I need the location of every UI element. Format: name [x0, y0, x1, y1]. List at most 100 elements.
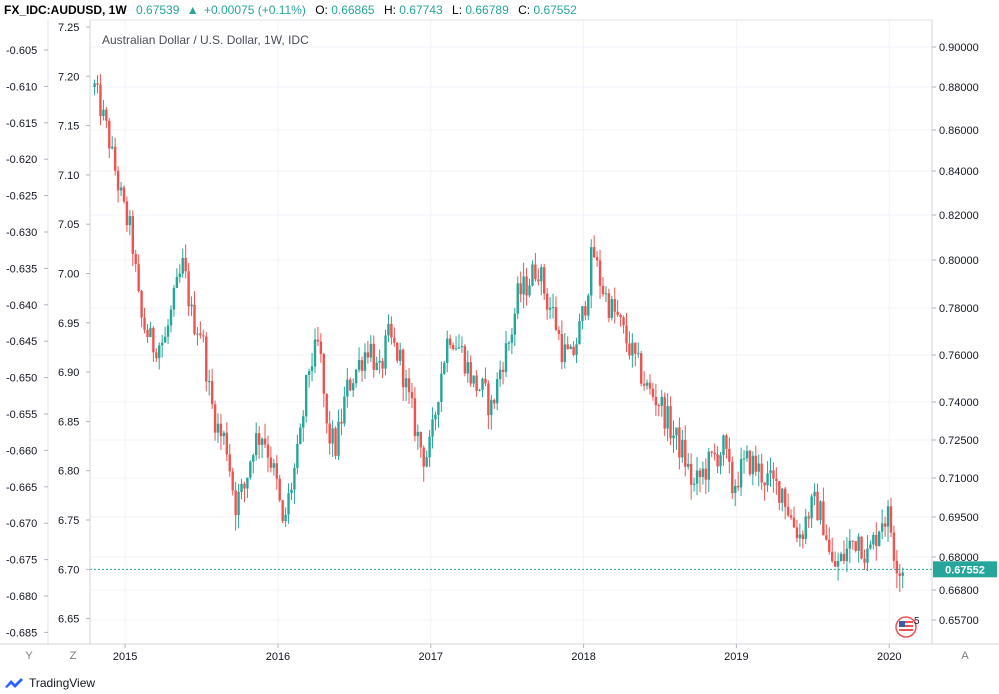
- candle-body: [839, 553, 843, 561]
- candle-body: [742, 458, 746, 460]
- right-price-axis[interactable]: 0.90000 0.88000 0.86000 0.84000 0.82000 0.800…: [932, 42, 979, 627]
- candle-body: [340, 421, 343, 424]
- candle-body: [369, 343, 373, 358]
- time-axis-tick-label: 2017: [419, 651, 443, 663]
- candle-body: [105, 109, 108, 121]
- candle-body: [396, 342, 399, 361]
- candle-body: [572, 346, 575, 355]
- candle-body: [469, 362, 472, 384]
- candle-body: [748, 450, 752, 475]
- candle-body: [410, 392, 414, 399]
- time-axis-tick-label: 2020: [877, 651, 901, 663]
- candle-body: [413, 398, 417, 437]
- auto-scale-button[interactable]: A: [961, 650, 969, 662]
- candle-body: [96, 83, 99, 85]
- candle-body: [490, 399, 493, 416]
- candle-body: [798, 534, 802, 539]
- candle-body: [137, 264, 140, 292]
- candle-body: [149, 327, 152, 337]
- symbol-label: FX_IDC:AUDUSD, 1W: [4, 3, 127, 17]
- left-price-axis-1[interactable]: -0.605 -0.610 -0.615 -0.620 -0.625 -0.630 -0.6…: [6, 45, 48, 639]
- candle-body: [684, 439, 687, 467]
- left-axis-1-tick-label: -0.615: [6, 118, 37, 130]
- left-axis-2-tick-label: 7.20: [58, 71, 79, 83]
- right-axis-tick-label: 0.74000: [939, 397, 979, 409]
- candle-body: [275, 463, 278, 479]
- log-scale-button[interactable]: Y: [25, 650, 33, 662]
- candle-body: [751, 455, 755, 475]
- candle-body: [789, 515, 793, 518]
- candle-body: [869, 544, 872, 549]
- candle-body: [343, 396, 346, 424]
- right-axis-tick-label: 0.68000: [939, 552, 979, 564]
- time-axis-tick-label: 2015: [113, 651, 137, 663]
- candle-body: [440, 373, 443, 402]
- candle-body: [128, 216, 132, 226]
- candle-body: [481, 378, 484, 390]
- candle-body: [631, 342, 634, 356]
- left-axis-1-tick-label: -0.630: [6, 227, 37, 239]
- brand-name: TradingView: [29, 676, 96, 690]
- flag-canton: [899, 621, 905, 627]
- candle-body: [281, 500, 284, 522]
- candle-body: [134, 253, 137, 265]
- candle-body: [831, 551, 834, 562]
- candle-body: [810, 496, 813, 519]
- candle-body: [736, 485, 740, 488]
- candle-body: [375, 362, 378, 370]
- right-axis-tick-label: 0.72500: [939, 435, 979, 447]
- candle-body: [448, 338, 452, 345]
- candle-body: [140, 291, 143, 318]
- candle-body: [642, 383, 646, 386]
- candle-body: [372, 343, 375, 370]
- candle-body: [687, 463, 690, 467]
- candle-body: [731, 461, 734, 494]
- candle-body: [263, 438, 267, 445]
- left-axis-1-tick-label: -0.680: [6, 591, 37, 603]
- candle-body: [801, 534, 805, 540]
- candle-body: [813, 491, 816, 497]
- candle-body: [766, 473, 769, 486]
- candle-body: [783, 488, 787, 507]
- candle-body: [366, 352, 370, 358]
- candle-body: [446, 338, 449, 363]
- candle-body: [207, 381, 211, 383]
- candle-body: [610, 299, 613, 318]
- candle-body: [825, 535, 828, 540]
- candle-body: [554, 307, 558, 330]
- candle-body: [816, 491, 819, 521]
- high-value: 0.67743: [399, 3, 443, 17]
- right-axis-tick-label: 0.86000: [939, 125, 979, 137]
- time-axis[interactable]: 2015 2016 2017 2018 2019 2020: [113, 644, 902, 663]
- candle-body: [202, 335, 205, 337]
- candle-body: [475, 375, 478, 391]
- candle-body: [384, 335, 387, 369]
- candle-body: [108, 120, 111, 149]
- flag-stripe: [899, 621, 913, 623]
- time-axis-tick-label: 2016: [266, 651, 290, 663]
- candle-body: [772, 470, 775, 479]
- candle-body: [895, 560, 899, 574]
- left-axis-1-tick-label: -0.650: [6, 373, 37, 385]
- candle-body: [669, 406, 672, 439]
- candle-body: [234, 490, 237, 516]
- candle-body: [349, 379, 352, 391]
- candle-body: [272, 463, 276, 468]
- right-axis-tick-label: 0.84000: [939, 166, 979, 178]
- tradingview-brand[interactable]: TradingView: [4, 676, 95, 690]
- left-axis-2-tick-label: 6.70: [58, 564, 79, 576]
- left-price-axis-2[interactable]: 7.25 7.20 7.15 7.10 7.05 7.00 6.95 6.90 6.85 6.80…: [58, 22, 90, 626]
- price-tag-background: [933, 561, 997, 578]
- event-badge[interactable]: 5: [895, 616, 920, 638]
- candle-body: [875, 534, 878, 547]
- candle-body: [240, 483, 243, 492]
- candle-body: [745, 450, 749, 459]
- candle-body: [716, 454, 719, 467]
- candle-body: [299, 427, 302, 444]
- left-axis-2-tick-label: 7.10: [58, 170, 79, 182]
- candle-series[interactable]: [93, 74, 904, 592]
- left-axis-2-tick-label: 7.05: [58, 219, 79, 231]
- zoom-button[interactable]: Z: [70, 650, 77, 662]
- candle-body: [698, 470, 702, 477]
